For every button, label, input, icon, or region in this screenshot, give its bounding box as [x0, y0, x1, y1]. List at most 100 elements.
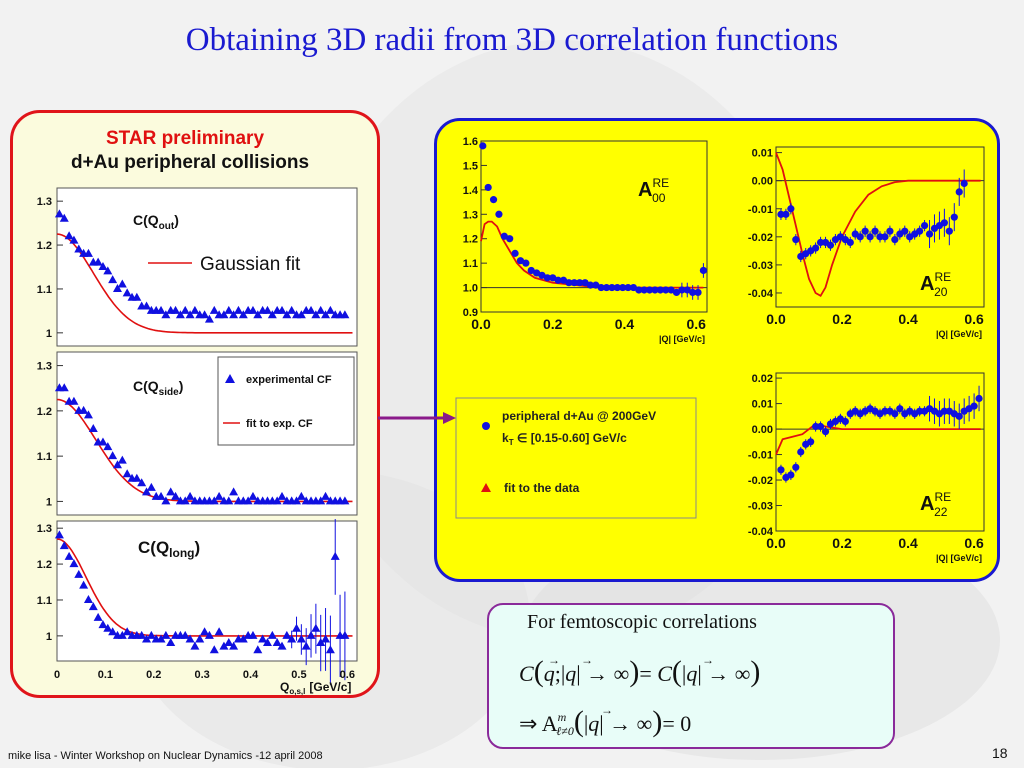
data-point	[955, 188, 963, 196]
data-point	[146, 482, 156, 491]
data-point	[93, 612, 103, 621]
data-point	[287, 634, 297, 643]
x-axis-unit: [GeV/c]	[309, 680, 351, 694]
x-tick-label: 0.4	[898, 311, 918, 327]
data-point	[861, 227, 869, 235]
y-tick-label: -0.02	[748, 232, 773, 244]
data-point	[132, 292, 142, 301]
data-point	[175, 310, 185, 319]
data-point	[238, 634, 248, 643]
data-point	[112, 283, 122, 292]
data-point	[940, 407, 948, 415]
y-tick-label: 1.4	[463, 185, 479, 197]
data-point	[325, 305, 335, 314]
data-point	[103, 623, 113, 632]
data-point	[495, 210, 503, 218]
y-tick-label: 1.1	[37, 284, 52, 296]
y-tick-label: 1.1	[37, 595, 52, 607]
data-point	[570, 279, 578, 287]
data-point	[340, 630, 350, 639]
y-tick-label: -0.03	[748, 260, 773, 272]
data-point	[891, 236, 899, 244]
data-point	[103, 442, 113, 451]
x-tick-label: 0.4	[898, 535, 918, 551]
data-point	[166, 638, 176, 647]
formula-box: For femtoscopic correlations C(q;|q| → ∞…	[487, 603, 895, 749]
data-point	[662, 286, 670, 294]
y-tick-label: 1.2	[37, 406, 52, 418]
data-point	[224, 638, 234, 647]
data-point	[98, 620, 108, 629]
data-point	[656, 286, 664, 294]
data-point	[88, 602, 98, 611]
data-point	[180, 305, 190, 314]
data-point	[945, 227, 953, 235]
y-tick-label: 1	[46, 631, 52, 643]
left-plot-side: 1 1.1 1.2 1.3 C(Qside)	[37, 361, 353, 508]
fit-curve-long	[56, 538, 353, 637]
data-point	[920, 221, 929, 230]
data-point	[59, 541, 69, 550]
data-point	[306, 630, 316, 639]
data-point	[142, 301, 152, 310]
data-point	[137, 630, 147, 639]
data-point	[156, 305, 166, 314]
data-point	[209, 305, 219, 314]
data-point	[74, 244, 84, 253]
data-point	[112, 460, 122, 469]
y-tick-label: 1.0	[463, 283, 478, 295]
data-point	[54, 209, 64, 218]
data-point	[841, 417, 849, 426]
data-point	[955, 412, 963, 420]
data-point	[846, 238, 854, 247]
data-point	[881, 233, 889, 241]
footer-credit: mike lisa - Winter Workshop on Nuclear D…	[8, 750, 323, 762]
data-point	[306, 305, 316, 314]
y-tick-label: 0.02	[752, 373, 773, 385]
data-point	[204, 630, 214, 639]
data-point	[74, 569, 84, 578]
data-point	[694, 288, 702, 297]
x-tick-label: 0.2	[832, 535, 852, 551]
data-point	[98, 262, 108, 270]
data-point	[190, 305, 200, 314]
data-point	[69, 559, 79, 568]
vector-arrow-3: →	[702, 653, 714, 667]
data-point	[506, 235, 514, 243]
legend-box-left	[217, 356, 355, 446]
data-point	[296, 491, 306, 500]
data-point	[489, 196, 498, 204]
y-tick-label: 1.1	[37, 451, 52, 463]
y-tick-label: 1.3	[463, 209, 478, 221]
data-point	[277, 491, 287, 500]
data-point	[543, 274, 551, 282]
data-point	[282, 310, 292, 319]
data-point	[214, 627, 224, 636]
x-axis-label: |Q| [GeV/c]	[936, 329, 982, 339]
data-point	[816, 238, 825, 247]
data-point	[219, 641, 229, 650]
data-point	[340, 310, 350, 319]
data-point	[229, 487, 239, 496]
plot-label-long: C(Qlong)	[138, 538, 200, 560]
data-point	[277, 641, 287, 650]
data-point	[678, 286, 686, 294]
data-point	[516, 257, 525, 265]
x-tick-label: 0.0	[766, 311, 786, 327]
data-point	[185, 310, 195, 319]
y-tick-label: 1	[46, 328, 52, 340]
data-point	[816, 422, 825, 431]
data-point	[272, 638, 282, 647]
multipole-plot-20: 0.01 0.00 -0.01 -0.02 -0.03 -0.04 0.0 0.2 0.4 0.6…	[748, 146, 985, 339]
data-point	[267, 310, 277, 319]
data-point	[602, 283, 611, 292]
data-point	[812, 422, 820, 431]
data-point	[646, 286, 654, 294]
data-point	[180, 630, 190, 639]
data-point	[142, 487, 152, 496]
formula-line-2: ⇒ Am ℓ≠0(|q| → ∞)= 0	[519, 705, 691, 738]
data-point	[871, 227, 879, 235]
data-point	[262, 305, 272, 314]
y-tick-label: -0.01	[748, 450, 773, 462]
